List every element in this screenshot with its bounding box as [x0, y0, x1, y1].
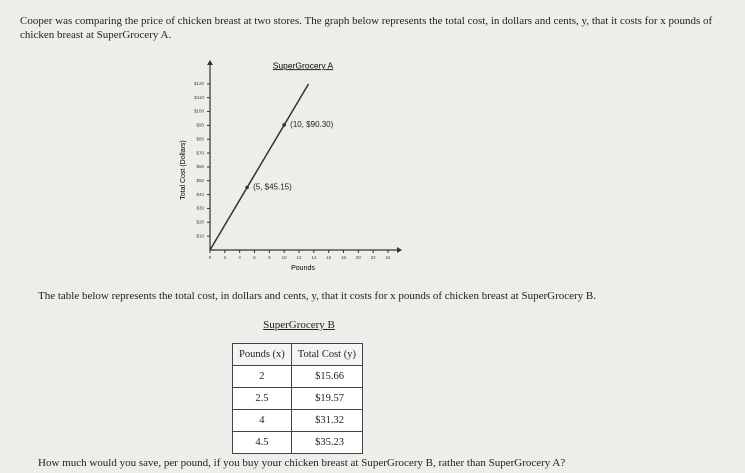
- table-cell: $35.23: [290, 431, 363, 454]
- table-cell: 4: [232, 409, 292, 432]
- header-cell: Pounds (x): [232, 343, 292, 366]
- y-tick-label: $50: [196, 178, 204, 183]
- point: [245, 185, 249, 190]
- table-row: 4 $31.32: [232, 409, 363, 432]
- x-tick-label: 20: [356, 255, 362, 260]
- y-tick-label: $100: [194, 109, 205, 114]
- x-tick-label: 8: [268, 255, 271, 260]
- y-tick-label: $30: [196, 206, 204, 211]
- final-question: How much would you save, per pound, if y…: [38, 457, 566, 469]
- table: Pounds (x) Total Cost (y) 2 $15.66 2.5 $19.…: [232, 343, 363, 454]
- point-label: (5, $45.15): [253, 183, 292, 192]
- x-tick-label: 0: [209, 255, 212, 260]
- y-tick-label: $120: [194, 81, 205, 86]
- x-axis-label: Pounds: [291, 265, 315, 272]
- x-tick-label: 10: [282, 255, 288, 260]
- table-intro: The table below represents the total cos…: [38, 290, 596, 302]
- x-tick-label: 24: [385, 255, 391, 260]
- y-tick-label: $60: [196, 164, 204, 169]
- x-tick-label: 18: [341, 255, 347, 260]
- y-tick-label: $70: [196, 150, 204, 155]
- y-tick-label: $10: [196, 233, 204, 238]
- x-tick-label: 12: [296, 255, 302, 260]
- x-tick-label: 4: [238, 255, 241, 260]
- y-tick-label: $40: [196, 192, 204, 197]
- table-row: 2 $15.66: [232, 365, 363, 388]
- x-tick-label: 2: [224, 255, 227, 260]
- table-cell: $15.66: [290, 365, 363, 388]
- table-cell: 2: [232, 365, 292, 388]
- y-arrow: [207, 60, 213, 65]
- y-axis-label: Total Cost (Dollars): [180, 140, 187, 200]
- table-cell: $31.32: [290, 409, 363, 432]
- point-label: (10, $90.30): [290, 120, 333, 129]
- table-body: 2 $15.66 2.5 $19.57 4 $31.32 4.5 $35.23: [232, 365, 363, 454]
- x-tick-label: 16: [326, 255, 332, 260]
- graph: SuperGrocery A Pounds Total Cost (Dollar…: [180, 60, 402, 272]
- point: [282, 123, 286, 127]
- y-tick-label: $20: [196, 219, 204, 224]
- y-tick-label: $110: [194, 95, 204, 100]
- x-arrow: [397, 247, 402, 253]
- graph-title: SuperGrocery A: [273, 60, 334, 70]
- question: Cooper was comparing the price of chicke…: [20, 15, 713, 41]
- x-tick-label: 14: [311, 255, 317, 260]
- header-row: Pounds (x) Total Cost (y): [232, 343, 363, 366]
- table-row: 4.5 $35.23: [232, 431, 363, 454]
- x-tick-label: 6: [253, 255, 256, 260]
- table-cell: 4.5: [232, 431, 292, 454]
- y-tick-label: $80: [196, 136, 204, 141]
- x-tick-label: 22: [371, 255, 377, 260]
- table-row: 2.5 $19.57: [232, 387, 363, 410]
- table-cell: 2.5: [232, 387, 292, 410]
- header-cell: Total Cost (y): [290, 343, 363, 366]
- y-tick-label: $90: [196, 123, 204, 128]
- cost-line: [209, 83, 310, 251]
- table-cell: $19.57: [290, 387, 363, 410]
- table-title: SuperGrocery B: [263, 319, 335, 331]
